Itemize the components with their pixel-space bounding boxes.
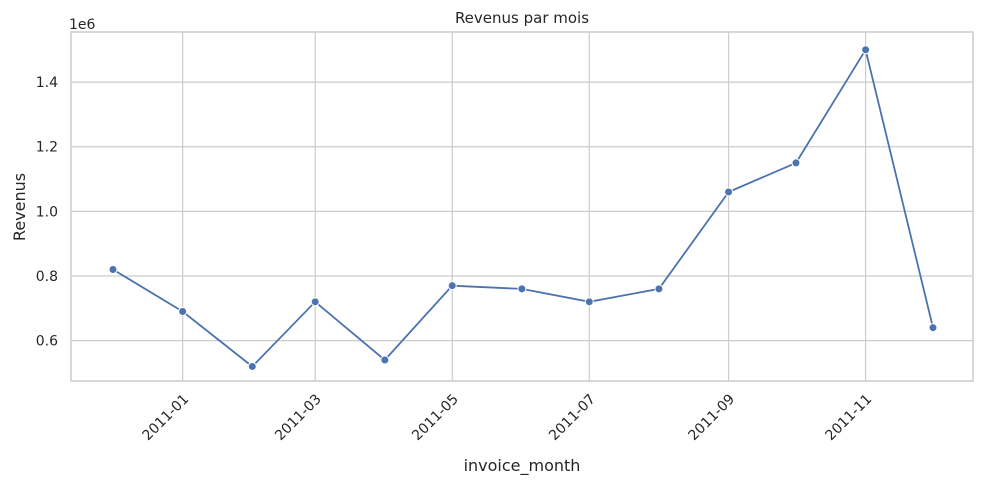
y-tick-label: 0.8 xyxy=(36,269,58,285)
y-tick-label: 1.0 xyxy=(36,204,58,220)
data-point xyxy=(584,297,594,307)
y-tick-label: 1.2 xyxy=(36,140,58,156)
x-tick-label: 2011-07 xyxy=(546,391,599,444)
x-axis-ticks: 2011-01 2011-03 2011-05 2011-07 2011-09 2011-… xyxy=(140,391,876,444)
data-point xyxy=(654,284,664,294)
data-point xyxy=(791,158,801,168)
y-tick-label: 1.4 xyxy=(36,75,58,91)
grid xyxy=(71,32,973,381)
data-point xyxy=(928,323,938,333)
data-point xyxy=(447,281,457,291)
data-point xyxy=(861,45,871,55)
y-offset-label: 1e6 xyxy=(69,17,96,33)
data-point xyxy=(247,361,257,371)
x-tick-label: 2011-05 xyxy=(409,391,462,444)
data-point xyxy=(517,284,527,294)
revenue-series xyxy=(108,45,938,371)
y-axis-label: Revenus xyxy=(10,173,29,241)
revenue-line xyxy=(112,47,934,368)
x-axis-label: invoice_month xyxy=(464,456,581,476)
data-point xyxy=(310,297,320,307)
x-tick-label: 2011-03 xyxy=(272,391,325,444)
data-point xyxy=(380,355,390,365)
x-tick-label: 2011-11 xyxy=(823,391,876,444)
y-tick-label: 0.6 xyxy=(36,334,58,350)
x-tick-label: 2011-01 xyxy=(140,391,193,444)
x-tick-label: 2011-09 xyxy=(685,391,738,444)
chart-title: Revenus par mois xyxy=(455,9,589,27)
data-point xyxy=(108,265,118,275)
y-axis-ticks: 0.6 0.8 1.0 1.2 1.4 xyxy=(36,75,58,350)
data-point xyxy=(178,307,188,317)
data-point xyxy=(724,187,734,197)
plot-frame xyxy=(70,31,974,382)
